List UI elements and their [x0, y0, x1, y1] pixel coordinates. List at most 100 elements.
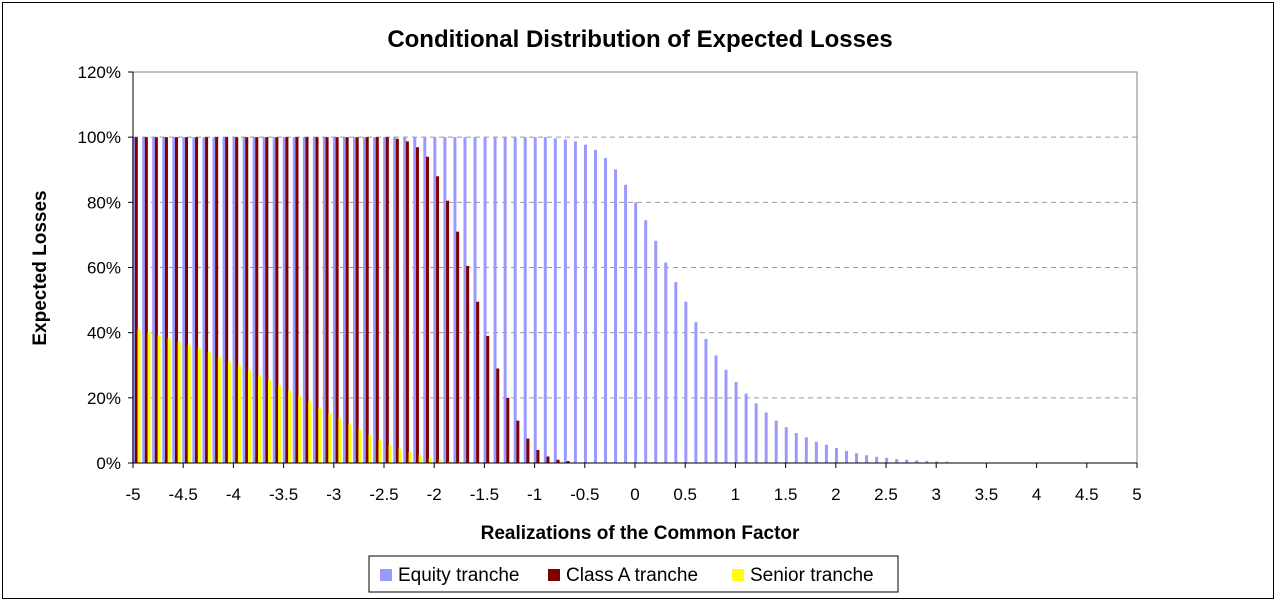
bar-equity-tranche: [242, 137, 246, 463]
y-axis-title: Expected Losses: [30, 190, 51, 345]
bar-senior-tranche: [308, 401, 312, 463]
bar-senior-tranche: [147, 332, 151, 463]
bar-class-a-tranche: [496, 368, 500, 463]
bar-class-a-tranche: [476, 301, 480, 463]
bar-equity-tranche: [543, 137, 547, 463]
bar-equity-tranche: [252, 137, 256, 463]
x-tick-label: 4: [1032, 485, 1041, 504]
bar-class-a-tranche: [154, 137, 158, 463]
bar-class-a-tranche: [185, 137, 189, 463]
bar-equity-tranche: [353, 137, 357, 463]
bar-equity-tranche: [292, 137, 296, 463]
bar-equity-tranche: [182, 137, 186, 463]
bar-class-a-tranche: [225, 137, 229, 463]
legend-swatch: [548, 569, 560, 581]
chart-title: Conditional Distribution of Expected Los…: [387, 26, 892, 53]
bar-class-a-tranche: [144, 137, 148, 463]
bar-equity-tranche: [774, 420, 778, 463]
bar-equity-tranche: [804, 437, 808, 463]
bar-equity-tranche: [915, 460, 919, 463]
bar-class-a-tranche: [446, 200, 450, 463]
y-tick-labels: 0% 20% 40% 60% 80% 100% 120%: [78, 63, 121, 473]
bar-class-a-tranche: [456, 231, 460, 463]
bar-equity-tranche: [453, 137, 457, 463]
bar-equity-tranche: [282, 137, 286, 463]
bar-senior-tranche: [207, 352, 211, 463]
x-tick-label: -5: [125, 485, 140, 504]
x-tick-label: -2.5: [369, 485, 398, 504]
legend-label: Senior tranche: [750, 565, 874, 586]
bar-senior-tranche: [167, 338, 171, 463]
bar-class-a-tranche: [415, 147, 419, 463]
bar-class-a-tranche: [556, 459, 560, 463]
bar-senior-tranche: [338, 418, 342, 463]
bar-equity-tranche: [563, 139, 567, 463]
bar-senior-tranche: [137, 329, 141, 463]
bar-senior-tranche: [258, 375, 261, 463]
bar-equity-tranche: [573, 141, 577, 463]
bar-equity-tranche: [814, 441, 818, 463]
bar-equity-tranche: [523, 137, 527, 463]
y-tick-label: 100%: [78, 128, 121, 147]
x-tick-label: 5: [1132, 485, 1141, 504]
x-tick-label: 3.5: [975, 485, 999, 504]
bar-equity-tranche: [744, 393, 748, 463]
bar-equity-tranche: [322, 137, 326, 463]
bar-equity-tranche: [202, 137, 206, 463]
bar-senior-tranche: [227, 361, 231, 463]
bar-equity-tranche: [694, 322, 698, 463]
bar-equity-tranche: [262, 137, 266, 463]
bar-equity-tranche: [885, 457, 889, 463]
bar-class-a-tranche: [566, 461, 570, 463]
bar-senior-tranche: [247, 370, 251, 463]
bar-class-a-tranche: [265, 137, 269, 463]
y-tick-label: 80%: [87, 193, 121, 212]
bar-class-a-tranche: [175, 137, 178, 463]
bar-senior-tranche: [398, 448, 402, 463]
bar-equity-tranche: [784, 427, 788, 463]
bar-senior-tranche: [358, 429, 362, 463]
bar-class-a-tranche: [305, 137, 309, 463]
bar-equity-tranche: [403, 137, 407, 463]
bar-class-a-tranche: [385, 137, 389, 463]
legend-swatch: [380, 569, 392, 581]
bar-equity-tranche: [895, 459, 899, 463]
bar-equity-tranche: [483, 137, 487, 463]
x-tick-label: -3.5: [269, 485, 298, 504]
bar-equity-tranche: [533, 137, 537, 463]
bar-equity-tranche: [463, 137, 467, 463]
bar-equity-tranche: [714, 355, 718, 463]
bar-class-a-tranche: [245, 137, 249, 463]
bar-senior-tranche: [458, 461, 462, 463]
bar-senior-tranche: [217, 356, 221, 463]
bar-class-a-tranche: [255, 137, 259, 463]
bar-class-a-tranche: [285, 137, 289, 463]
bar-equity-tranche: [272, 137, 276, 463]
bar-class-a-tranche: [526, 438, 530, 463]
bar-senior-tranche: [448, 461, 452, 463]
bar-layer: [132, 137, 949, 464]
bar-class-a-tranche: [275, 137, 279, 463]
bar-equity-tranche: [935, 461, 939, 463]
legend-box: [368, 555, 899, 593]
x-tick-label: 2: [831, 485, 840, 504]
x-tick-label: 2.5: [874, 485, 898, 504]
bar-equity-tranche: [674, 282, 678, 463]
bar-class-a-tranche: [335, 137, 339, 463]
bar-senior-tranche: [177, 341, 181, 463]
bar-equity-tranche: [834, 448, 838, 463]
bar-equity-tranche: [654, 240, 658, 463]
bar-equity-tranche: [222, 137, 226, 463]
bar-class-a-tranche: [395, 138, 399, 463]
bar-senior-tranche: [408, 452, 412, 463]
bar-equity-tranche: [513, 137, 517, 463]
bar-class-a-tranche: [134, 137, 138, 463]
bar-equity-tranche: [734, 381, 738, 463]
bar-senior-tranche: [268, 380, 272, 463]
bar-class-a-tranche: [375, 137, 379, 463]
bar-class-a-tranche: [536, 449, 540, 463]
bar-senior-tranche: [237, 365, 241, 463]
bar-senior-tranche: [438, 459, 442, 463]
bar-senior-tranche: [187, 344, 191, 463]
bar-equity-tranche: [865, 455, 869, 463]
